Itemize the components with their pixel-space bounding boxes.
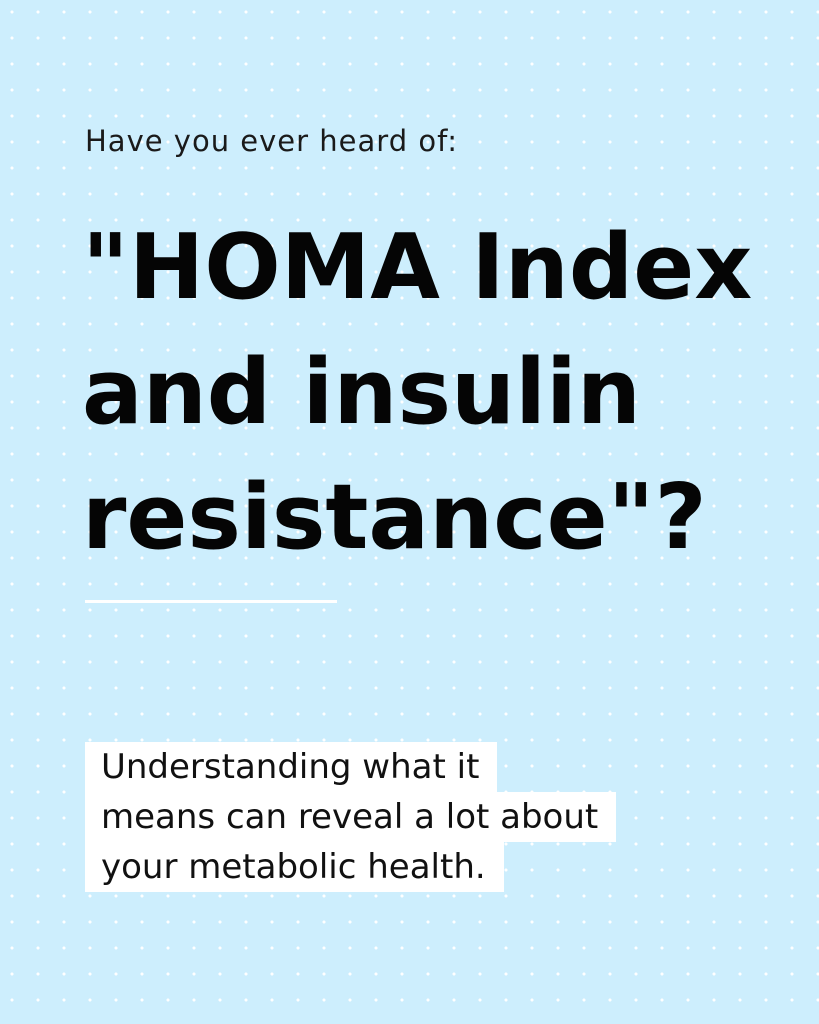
divider — [85, 600, 337, 603]
body-line: Understanding what it — [85, 742, 498, 792]
body-line: means can reveal a lot about — [85, 792, 617, 842]
body-line: your metabolic health. — [85, 842, 504, 892]
headline-line: "HOMA Index — [82, 215, 753, 320]
kicker-text: Have you ever heard of: — [85, 124, 459, 158]
headline-line: and insulin — [82, 340, 641, 445]
body-text: Understanding what it means can reveal a… — [85, 742, 617, 892]
headline-line: resistance"? — [82, 465, 707, 570]
headline: "HOMA Index and insulin resistance"? — [82, 205, 752, 580]
